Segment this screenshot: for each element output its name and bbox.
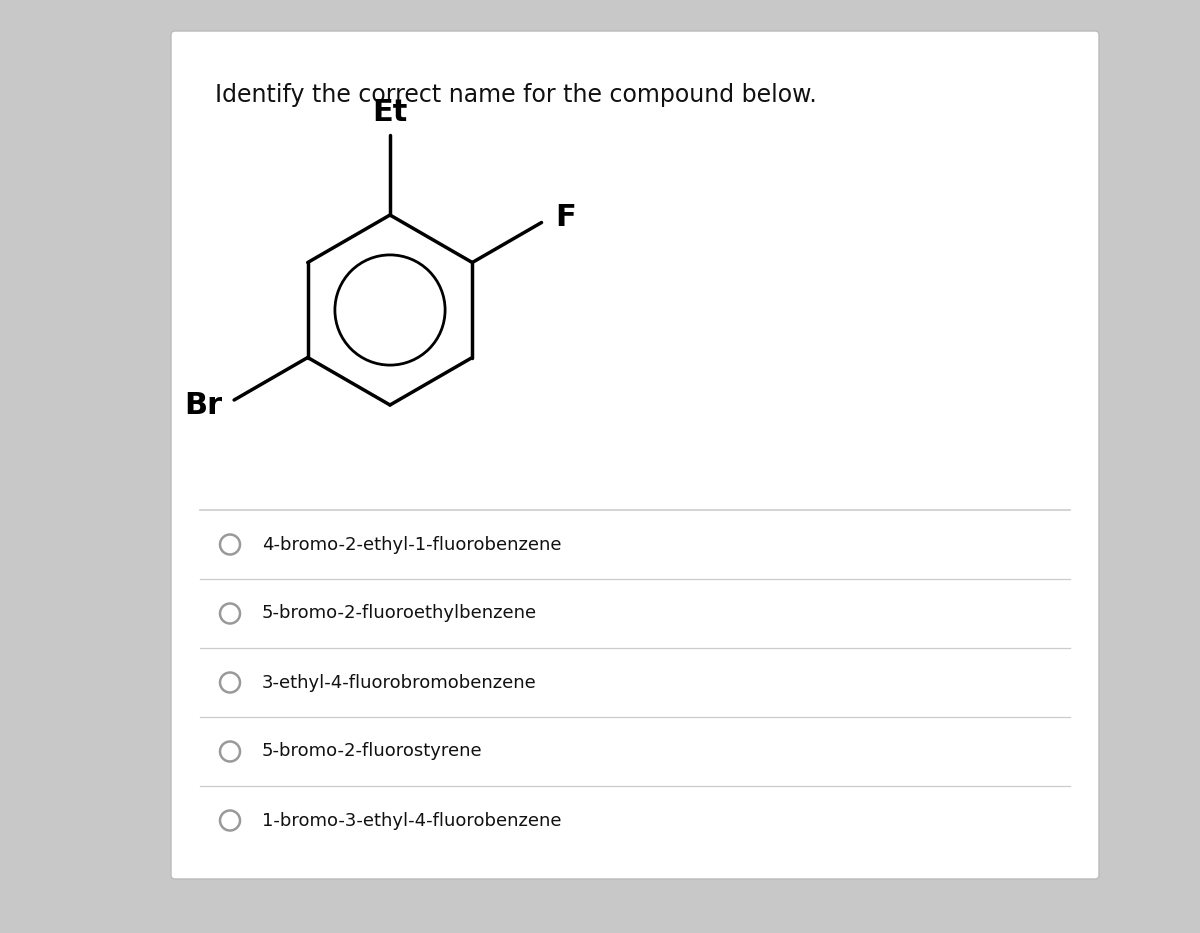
Text: F: F <box>556 203 576 232</box>
Text: 5-bromo-2-fluorostyrene: 5-bromo-2-fluorostyrene <box>262 743 482 760</box>
Text: Identify the correct name for the compound below.: Identify the correct name for the compou… <box>215 83 817 107</box>
Text: 1-bromo-3-ethyl-4-fluorobenzene: 1-bromo-3-ethyl-4-fluorobenzene <box>262 812 562 829</box>
Text: 5-bromo-2-fluoroethylbenzene: 5-bromo-2-fluoroethylbenzene <box>262 605 538 622</box>
Text: 3-ethyl-4-fluorobromobenzene: 3-ethyl-4-fluorobromobenzene <box>262 674 536 691</box>
Text: 4-bromo-2-ethyl-1-fluorobenzene: 4-bromo-2-ethyl-1-fluorobenzene <box>262 536 562 553</box>
FancyBboxPatch shape <box>172 31 1099 879</box>
Text: Et: Et <box>372 98 408 127</box>
Text: Br: Br <box>184 391 222 420</box>
